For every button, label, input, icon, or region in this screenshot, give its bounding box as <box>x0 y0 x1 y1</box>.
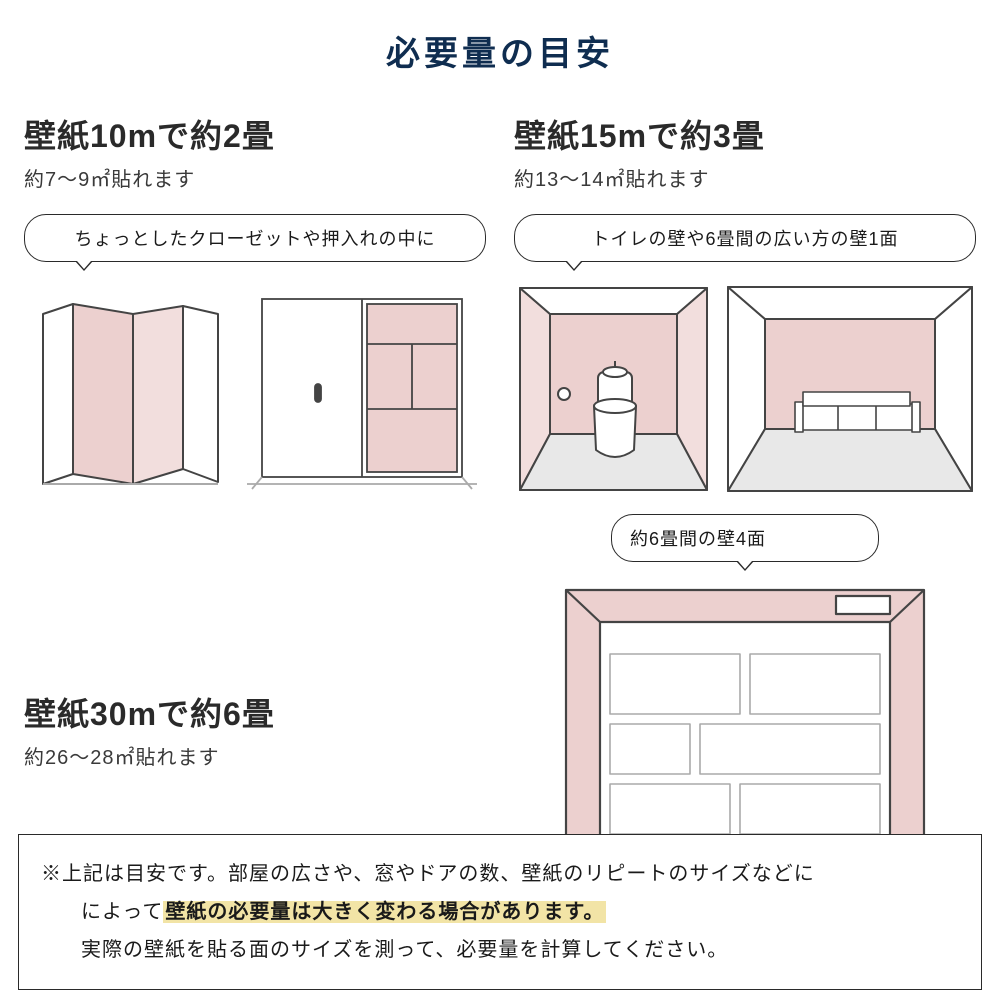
note-line2-pre: によって <box>81 901 163 923</box>
closet-open-icon <box>33 284 233 494</box>
note-box: ※上記は目安です。部屋の広さや、窓やドアの数、壁紙のリピートのサイズなどに によ… <box>18 834 982 990</box>
illus-10m <box>24 284 486 494</box>
section-30m-text: 壁紙30mで約6畳 約26〜28㎡貼れます <box>24 514 486 884</box>
heading-10m: 壁紙10mで約2畳 <box>24 111 486 157</box>
illus-15m <box>514 284 976 494</box>
toilet-room-icon <box>516 284 711 494</box>
section-15m: 壁紙15mで約3畳 約13〜14㎡貼れます トイレの壁や6畳間の広い方の壁1面 <box>514 111 976 494</box>
note-highlight: 壁紙の必要量は大きく変わる場合があります。 <box>163 901 606 923</box>
bubble-10m: ちょっとしたクローゼットや押入れの中に <box>24 214 486 262</box>
note-line2: によって壁紙の必要量は大きく変わる場合があります。 <box>81 893 959 931</box>
living-one-wall-icon <box>725 284 975 494</box>
heading-15m: 壁紙15mで約3畳 <box>514 111 976 157</box>
heading-30m: 壁紙30mで約6畳 <box>24 689 486 735</box>
sub-15m: 約13〜14㎡貼れます <box>514 163 976 192</box>
page-title: 必要量の目安 <box>18 26 982 75</box>
closet-sliding-icon <box>247 284 477 494</box>
sub-30m: 約26〜28㎡貼れます <box>24 741 486 770</box>
sub-10m: 約7〜9㎡貼れます <box>24 163 486 192</box>
bubble-15m: トイレの壁や6畳間の広い方の壁1面 <box>514 214 976 262</box>
section-10m: 壁紙10mで約2畳 約7〜9㎡貼れます ちょっとしたクローゼットや押入れの中に <box>24 111 486 494</box>
section-30m-illus: 約6畳間の壁4面 <box>514 514 976 884</box>
note-line3: 実際の壁紙を貼る面のサイズを測って、必要量を計算してください。 <box>81 931 959 969</box>
note-line1: ※上記は目安です。部屋の広さや、窓やドアの数、壁紙のリピートのサイズなどに <box>41 855 959 893</box>
bubble-30m: 約6畳間の壁4面 <box>611 514 879 562</box>
content-grid: 壁紙10mで約2畳 約7〜9㎡貼れます ちょっとしたクローゼットや押入れの中に <box>18 111 982 884</box>
page-root: 必要量の目安 壁紙10mで約2畳 約7〜9㎡貼れます ちょっとしたクローゼットや… <box>0 0 1000 1000</box>
